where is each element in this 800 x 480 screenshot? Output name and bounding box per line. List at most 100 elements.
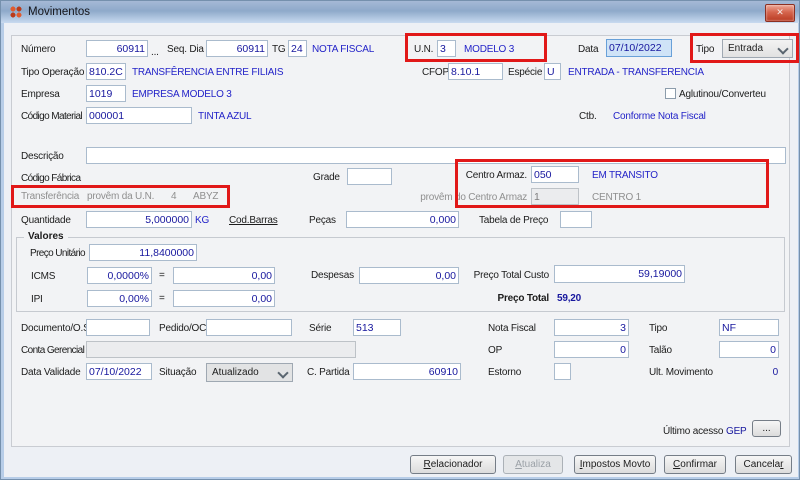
transferencia-sub-label: provêm da U.N. xyxy=(87,191,155,202)
op-input[interactable] xyxy=(554,341,629,358)
close-button[interactable]: ✕ xyxy=(765,4,795,22)
numero-label: Número xyxy=(21,44,56,55)
seq-dia-input[interactable] xyxy=(206,40,268,57)
serie-input[interactable] xyxy=(353,319,401,336)
pecas-input[interactable] xyxy=(346,211,459,228)
descricao-input[interactable] xyxy=(86,147,786,164)
tabela-preco-input[interactable] xyxy=(560,211,592,228)
nota-fiscal-input[interactable] xyxy=(554,319,629,336)
tipo-nf-input[interactable] xyxy=(719,319,779,336)
window-title: Movimentos xyxy=(28,6,90,18)
empresa-desc: EMPRESA MODELO 3 xyxy=(132,89,232,100)
pedido-input[interactable] xyxy=(206,319,292,336)
atualiza-button: Atualiza xyxy=(503,455,563,474)
cancelar-label-key: r xyxy=(780,459,784,470)
cod-barras-link[interactable]: Cod.Barras xyxy=(229,215,278,226)
preco-total-custo-input[interactable] xyxy=(554,265,685,283)
c-partida-label: C. Partida xyxy=(307,367,350,378)
ipi-percent-input[interactable] xyxy=(87,290,152,307)
conta-gerencial-label: Conta Gerencial xyxy=(21,345,85,356)
provem-centro-desc: CENTRO 1 xyxy=(592,192,641,203)
chevron-down-icon xyxy=(277,367,289,379)
atualiza-label-post: tualiza xyxy=(521,459,551,470)
relacionador-button[interactable]: Relacionador xyxy=(410,455,496,474)
chevron-down-icon xyxy=(777,43,789,55)
documento-input[interactable] xyxy=(86,319,150,336)
preco-total-label: Preço Total xyxy=(497,293,549,304)
centro-armaz-input[interactable] xyxy=(531,166,579,183)
confirmar-label-key: C xyxy=(673,459,681,470)
un-input[interactable] xyxy=(437,40,456,57)
ipi-value-input[interactable] xyxy=(173,290,275,307)
grade-label: Grade xyxy=(313,172,340,183)
despesas-label: Despesas xyxy=(311,270,354,281)
tipo-selected-value: Entrada xyxy=(728,43,764,54)
un-desc: MODELO 3 xyxy=(464,44,515,55)
numero-input[interactable] xyxy=(86,40,148,57)
cfop-label: CFOP xyxy=(422,67,449,78)
ult-movimento-value: 0 xyxy=(772,367,779,378)
tipo-operacao-label: Tipo Operação xyxy=(21,67,85,78)
transferencia-un-desc: ABYZ xyxy=(193,191,219,202)
tipo-select[interactable]: Entrada xyxy=(722,39,793,58)
c-partida-input[interactable] xyxy=(353,363,461,380)
centro-armaz-label: Centro Armaz. xyxy=(465,170,528,181)
icms-value-input[interactable] xyxy=(173,267,275,284)
ipi-equals-sign: = xyxy=(159,293,165,304)
cfop-input[interactable] xyxy=(448,63,503,80)
quantidade-label: Quantidade xyxy=(21,215,71,226)
un-label: U.N. xyxy=(414,44,434,55)
grade-input[interactable] xyxy=(347,168,392,185)
codigo-material-label: Código Material xyxy=(21,111,83,122)
talao-label: Talão xyxy=(649,345,672,356)
data-input[interactable] xyxy=(606,39,672,57)
ult-movimento-label: Ult. Movimento xyxy=(649,367,713,378)
tipo-operacao-input[interactable] xyxy=(86,63,126,80)
data-validade-input[interactable] xyxy=(86,363,152,380)
aglutinou-checkbox[interactable] xyxy=(665,88,676,99)
ctb-value: Conforme Nota Fiscal xyxy=(613,111,706,122)
seq-dia-label: Seq. Dia xyxy=(167,44,204,55)
tg-desc: NOTA FISCAL xyxy=(312,44,375,55)
estorno-input[interactable] xyxy=(554,363,571,380)
talao-input[interactable] xyxy=(719,341,779,358)
ultimo-acesso-label: Último acesso xyxy=(663,426,724,437)
cancelar-label-pre: Cancela xyxy=(743,459,781,470)
impostos-movto-button[interactable]: Impostos Movto xyxy=(574,455,656,474)
confirmar-button[interactable]: Confirmar xyxy=(664,455,726,474)
empresa-label: Empresa xyxy=(21,89,60,100)
transferencia-label: Transferência xyxy=(21,191,80,202)
codigo-material-input[interactable] xyxy=(86,107,192,124)
relacionador-label-key: R xyxy=(423,459,431,470)
tg-label: TG xyxy=(272,44,286,55)
centro-armaz-desc: EM TRANSITO xyxy=(592,170,658,181)
despesas-input[interactable] xyxy=(359,267,459,284)
tipo-operacao-desc: TRANSFÊRENCIA ENTRE FILIAIS xyxy=(132,67,284,78)
more-options-button[interactable]: ... xyxy=(752,420,781,437)
valores-group xyxy=(16,237,785,312)
data-validade-label: Data Validade xyxy=(21,367,81,378)
situacao-select[interactable]: Atualizado xyxy=(206,363,293,382)
pedido-label: Pedido/OC xyxy=(159,323,207,334)
numero-lookup-dots[interactable]: ... xyxy=(151,47,159,58)
nota-fiscal-label: Nota Fiscal xyxy=(488,323,536,334)
ipi-label: IPI xyxy=(31,294,43,305)
tipo-nf-label: Tipo xyxy=(649,323,668,334)
cancelar-button[interactable]: Cancelar xyxy=(735,455,792,474)
ctb-label: Ctb. xyxy=(579,111,597,122)
provem-centro-label: provêm do Centro Armaz xyxy=(420,192,527,203)
tg-input[interactable] xyxy=(288,40,307,57)
confirmar-label-post: onfirmar xyxy=(680,459,717,470)
especie-input[interactable] xyxy=(544,63,561,80)
situacao-selected-value: Atualizado xyxy=(212,367,259,378)
data-label: Data xyxy=(578,44,599,55)
quantidade-input[interactable] xyxy=(86,211,192,228)
icms-percent-input[interactable] xyxy=(87,267,152,284)
atualiza-label-key: A xyxy=(515,459,522,470)
codigo-material-desc: TINTA AZUL xyxy=(198,111,252,122)
empresa-input[interactable] xyxy=(86,85,126,102)
preco-unitario-input[interactable] xyxy=(89,244,197,261)
title-bar xyxy=(1,1,799,23)
tipo-label: Tipo xyxy=(696,44,715,55)
